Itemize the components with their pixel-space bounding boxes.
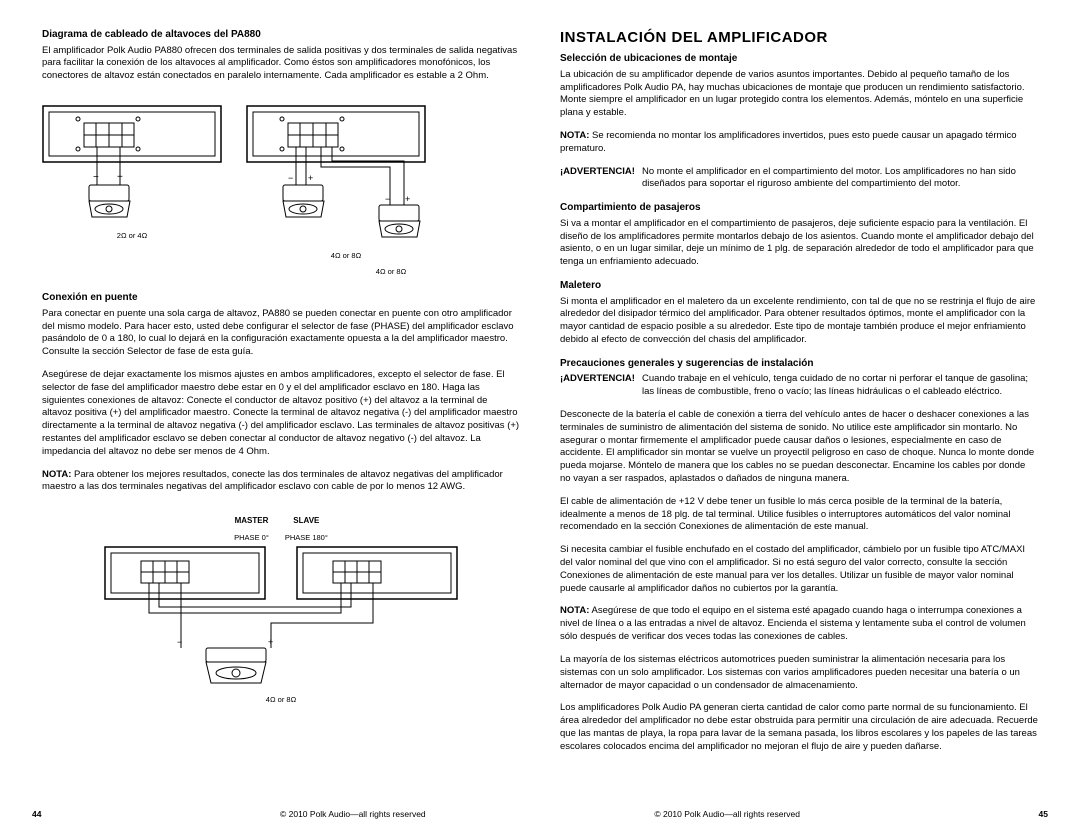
para-bridge-note: NOTA: Para obtener los mejores resultado… — [42, 469, 520, 495]
para-trunk: Si monta el amplificador en el maletero … — [560, 296, 1038, 347]
heading-bridge: Conexión en puente — [42, 291, 520, 305]
svg-text:+: + — [308, 173, 313, 183]
note3-label: NOTA: — [560, 605, 589, 616]
diagram-single: −+ 2Ω or 4Ω — [42, 105, 520, 277]
para-prec-1: Desconecte de la batería el cable de con… — [560, 409, 1038, 486]
phase0-label: PHASE 0° — [234, 533, 269, 543]
left-page: Diagrama de cableado de altavoces del PA… — [32, 28, 540, 814]
label-2or4: 2Ω or 4Ω — [117, 231, 147, 241]
svg-text:+: + — [405, 194, 410, 204]
warning-2-row: ¡ADVERTENCIA! Cuando trabaje en el vehíc… — [560, 373, 1038, 399]
page-number-right: 45 — [1039, 809, 1048, 820]
para-bridge-1: Para conectar en puente una sola carga d… — [42, 308, 520, 359]
svg-text:+: + — [268, 637, 273, 647]
para-intro: El amplificador Polk Audio PA880 ofrecen… — [42, 45, 520, 83]
heading-precautions: Precauciones generales y sugerencias de … — [560, 357, 1038, 371]
label-4or8-a: 4Ω or 8Ω — [331, 251, 361, 261]
svg-text:+: + — [117, 172, 123, 183]
heading-passenger: Compartimiento de pasajeros — [560, 201, 1038, 215]
phase180-label: PHASE 180° — [285, 533, 328, 543]
right-page: INSTALACIÓN DEL AMPLIFICADOR Selección d… — [540, 28, 1048, 814]
note2-label: NOTA: — [560, 130, 589, 141]
note2-text: Se recomienda no montar los amplificador… — [560, 130, 1017, 154]
para-passenger: Si va a montar el amplificador en el com… — [560, 218, 1038, 269]
para-prec-6: Los amplificadores Polk Audio PA generan… — [560, 702, 1038, 753]
para-sel-1: La ubicación de su amplificador depende … — [560, 69, 1038, 120]
heading-selection: Selección de ubicaciones de montaje — [560, 52, 1038, 66]
svg-text:−: − — [385, 194, 390, 204]
warning-1-row: ¡ADVERTENCIA! No monte el amplificador e… — [560, 166, 1038, 192]
warning-1-text: No monte el amplificador en el compartim… — [642, 166, 1038, 192]
warning-2-text: Cuando trabaje en el vehículo, tenga cui… — [642, 373, 1038, 399]
para-sel-note: NOTA: Se recomienda no montar los amplif… — [560, 130, 1038, 156]
para-bridge-2: Asegúrese de dejar exactamente los mismo… — [42, 369, 520, 459]
heading-trunk: Maletero — [560, 279, 1038, 293]
note-label: NOTA: — [42, 469, 71, 480]
copyright-left: © 2010 Polk Audio—all rights reserved — [280, 809, 426, 820]
para-prec-5: La mayoría de los sistemas eléctricos au… — [560, 654, 1038, 692]
note3-text: Asegúrese de que todo el equipo en el si… — [560, 605, 1026, 642]
label-bridge-load: 4Ω or 8Ω — [42, 695, 520, 705]
label-4or8-b: 4Ω or 8Ω — [376, 267, 406, 277]
heading-diagram: Diagrama de cableado de altavoces del PA… — [42, 28, 520, 42]
warning-label: ¡ADVERTENCIA! — [560, 166, 636, 179]
heading-install: INSTALACIÓN DEL AMPLIFICADOR — [560, 28, 1038, 48]
page-number-left: 44 — [32, 809, 41, 820]
para-prec-3: Si necesita cambiar el fusible enchufado… — [560, 544, 1038, 595]
diagram-bridge: MASTER PHASE 0° SLAVE PHASE 180° — [42, 516, 520, 705]
svg-text:−: − — [93, 172, 99, 183]
master-label: MASTER — [235, 516, 269, 527]
svg-text:−: − — [177, 637, 182, 647]
note-text: Para obtener los mejores resultados, con… — [42, 469, 503, 493]
slave-label: SLAVE — [293, 516, 319, 527]
para-prec-note: NOTA: Asegúrese de que todo el equipo en… — [560, 605, 1038, 643]
bridge-diagram-svg: −+ — [101, 543, 461, 693]
warning-label-2: ¡ADVERTENCIA! — [560, 373, 636, 386]
amp-diagram-2: − + − + — [246, 105, 446, 245]
para-prec-2: El cable de alimentación de +12 V debe t… — [560, 496, 1038, 534]
copyright-right: © 2010 Polk Audio—all rights reserved — [654, 809, 800, 820]
svg-text:−: − — [288, 173, 293, 183]
amp-diagram-1: −+ — [42, 105, 222, 225]
